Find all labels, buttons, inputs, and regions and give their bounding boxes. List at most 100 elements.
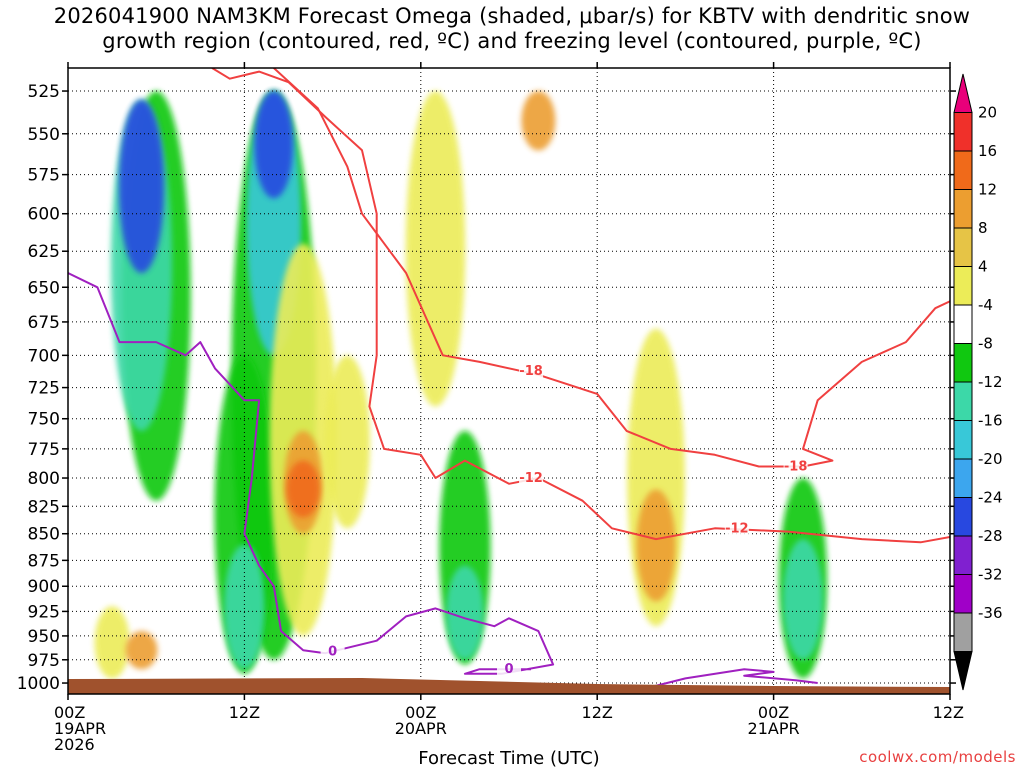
dgz-minus18-label-bg xyxy=(783,457,808,474)
freezing-level-label-bg xyxy=(497,660,521,677)
colorbar-label: -24 xyxy=(978,489,1003,507)
y-tick-label: 825 xyxy=(28,497,60,517)
freezing-level-contour xyxy=(68,272,555,675)
omega-shade-orange xyxy=(636,489,676,602)
dgz-minus12-label-bg xyxy=(724,519,749,536)
colorbar-swatch xyxy=(953,420,973,460)
omega-shade-yellow xyxy=(405,91,466,407)
colorbar-label: 16 xyxy=(978,142,997,160)
omega-shade-blue xyxy=(118,99,165,274)
colorbar-label: 20 xyxy=(978,104,997,122)
dgz-minus18-label: -18 xyxy=(519,364,543,379)
x-tick-label: 20APR xyxy=(395,719,447,738)
y-tick-label: 750 xyxy=(28,410,60,430)
dgz-minus18-label: -18 xyxy=(784,459,808,474)
dgz-minus18-label-bg xyxy=(519,361,544,378)
y-axis: 525 550 575 600 625 650 675 700 725 750 775 800 825 8… xyxy=(17,82,956,694)
colorbar: 20 16 12 8 4 -4 -8 -12 -16 -20 -24 -28 -32 -36 xyxy=(953,73,1003,691)
contours: -12 -12 -18 -18 0 0 xyxy=(68,68,950,689)
y-tick-label: 675 xyxy=(28,313,60,333)
y-tick-label: 600 xyxy=(28,205,60,225)
x-tick-label: 00Z xyxy=(758,703,789,722)
title-line-1: 2026041900 NAM3KM Forecast Omega (shaded… xyxy=(53,4,971,28)
x-tick-label: 2026 xyxy=(54,735,95,754)
x-tick-label: 19APR xyxy=(54,719,106,738)
y-tick-label: 775 xyxy=(28,440,60,460)
y-tick-label: 925 xyxy=(28,602,60,622)
colorbar-swatch xyxy=(953,112,973,152)
colorbar-swatch xyxy=(953,266,973,306)
y-tick-label: 800 xyxy=(28,469,60,489)
x-tick-label: 00Z xyxy=(405,703,436,722)
omega-shade-teal xyxy=(782,539,824,660)
y-tick-label: 550 xyxy=(28,125,60,145)
omega-shade-teal xyxy=(224,544,265,670)
y-tick-label: 950 xyxy=(28,627,60,647)
terrain-surface xyxy=(68,678,950,694)
colorbar-swatch xyxy=(953,651,973,691)
colorbar-label: 8 xyxy=(978,219,988,237)
y-tick-label: 1000 xyxy=(17,674,60,694)
plot-frame xyxy=(67,67,951,695)
credit-text: coolwx.com/models xyxy=(859,748,1016,766)
colorbar-label: -8 xyxy=(978,335,993,353)
x-axis-label: Forecast Time (UTC) xyxy=(418,748,599,768)
colorbar-swatch xyxy=(953,574,973,614)
y-tick-label: 625 xyxy=(28,242,60,262)
freezing-level-label: 0 xyxy=(328,644,337,659)
omega-shade-yellow xyxy=(324,355,370,529)
y-tick-label: 725 xyxy=(28,379,60,399)
colorbar-swatch xyxy=(953,227,973,267)
colorbar-label: -36 xyxy=(978,604,1003,622)
x-tick-label: 12Z xyxy=(582,703,613,722)
omega-shade-teal xyxy=(446,565,484,660)
freezing-level-contour xyxy=(648,668,818,689)
y-tick-label: 850 xyxy=(28,525,60,545)
dgz-minus12-label: -12 xyxy=(725,521,749,536)
y-tick-label: 575 xyxy=(28,166,60,186)
omega-shade-red xyxy=(286,460,321,518)
y-tick-label: 525 xyxy=(28,82,60,102)
colorbar-swatch xyxy=(953,612,973,652)
colorbar-label: 12 xyxy=(978,181,997,199)
chart-title: 2026041900 NAM3KM Forecast Omega (shaded… xyxy=(0,4,1024,54)
colorbar-label: -20 xyxy=(978,450,1003,468)
y-tick-label: 650 xyxy=(28,278,60,298)
x-tick-label: 12Z xyxy=(229,703,260,722)
colorbar-label: -16 xyxy=(978,412,1003,430)
y-tick-label: 975 xyxy=(28,651,60,671)
omega-shade-yellow xyxy=(94,606,130,679)
colorbar-label: -4 xyxy=(978,296,993,314)
y-tick-label: 700 xyxy=(28,346,60,366)
x-tick-label: 21APR xyxy=(748,719,800,738)
colorbar-label: -12 xyxy=(978,373,1003,391)
x-tick-label: 12Z xyxy=(933,703,964,722)
colorbar-swatch xyxy=(953,343,973,383)
dgz-minus12-label-bg xyxy=(519,469,544,486)
y-tick-label: 875 xyxy=(28,551,60,571)
y-tick-label: 900 xyxy=(28,577,60,597)
colorbar-label: 4 xyxy=(978,258,988,276)
title-line-2: growth region (contoured, red, ºC) and f… xyxy=(102,29,922,53)
dgz-minus18-contour xyxy=(273,68,950,468)
omega-shade-orange xyxy=(125,631,158,670)
colorbar-swatch xyxy=(953,497,973,537)
colorbar-swatch xyxy=(953,189,973,229)
colorbar-swatch xyxy=(953,458,973,498)
colorbar-swatch xyxy=(953,535,973,575)
freezing-level-label-bg xyxy=(320,642,345,659)
colorbar-label: -32 xyxy=(978,566,1003,584)
colorbar-swatch xyxy=(953,150,973,190)
omega-shade-orange xyxy=(521,91,556,151)
dgz-minus12-label: -12 xyxy=(519,471,543,486)
omega-shade-blue xyxy=(254,91,294,199)
freezing-level-label: 0 xyxy=(504,662,513,677)
colorbar-swatch xyxy=(953,381,973,421)
colorbar-label: -28 xyxy=(978,527,1003,545)
colorbar-swatch xyxy=(953,304,973,344)
colorbar-swatch xyxy=(953,73,973,113)
x-tick-label: 00Z xyxy=(54,703,85,722)
omega-shading xyxy=(94,91,828,679)
